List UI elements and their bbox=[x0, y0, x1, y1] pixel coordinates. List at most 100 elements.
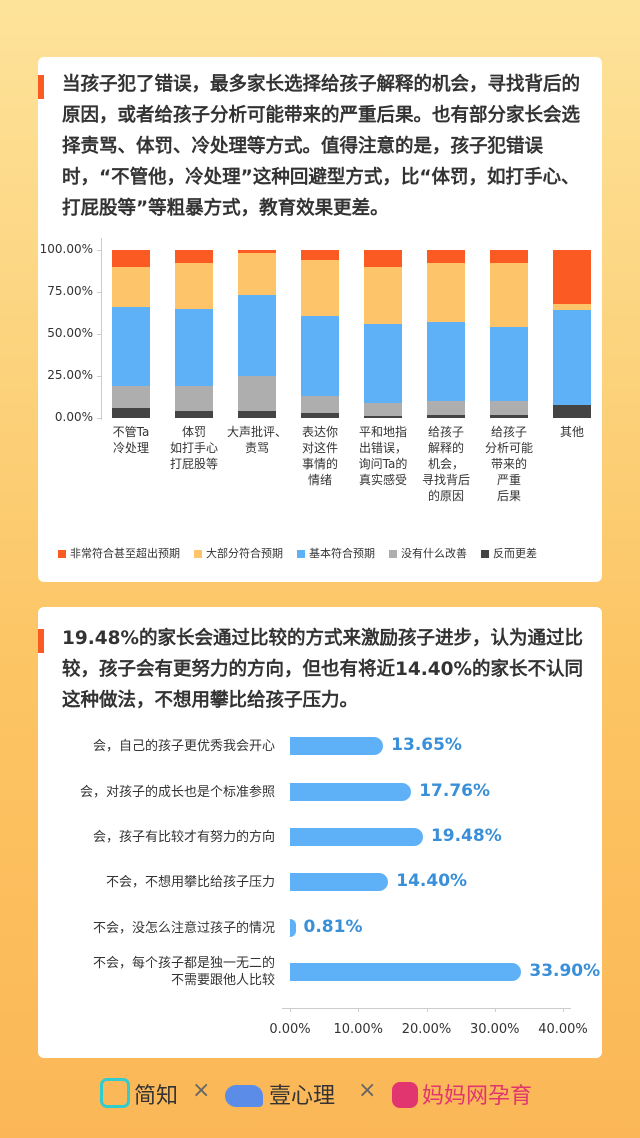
x-tick-label: 30.00% bbox=[469, 1022, 520, 1037]
bar-segment bbox=[490, 414, 528, 418]
bar-segment bbox=[490, 401, 528, 415]
x-tick-label: 10.00% bbox=[333, 1022, 384, 1037]
bar bbox=[290, 919, 296, 937]
bar-segment bbox=[364, 416, 402, 418]
bar-segment bbox=[427, 250, 465, 264]
bar-segment bbox=[112, 386, 150, 408]
bar-segment bbox=[490, 250, 528, 264]
y-tick bbox=[97, 292, 101, 293]
x-tick-label: 其他 bbox=[559, 425, 584, 439]
bar-segment bbox=[112, 266, 150, 308]
x-tick-label: 体罚 如打手心 打屁股等 bbox=[169, 425, 218, 471]
bar bbox=[290, 737, 384, 755]
x-tick-label: 表达你 对这件 事情的 情绪 bbox=[301, 425, 338, 487]
bar-segment bbox=[553, 310, 591, 405]
bar-segment bbox=[490, 263, 528, 328]
bar bbox=[290, 963, 522, 981]
x-tick-label: 大声批评、 责骂 bbox=[226, 425, 287, 455]
category-label: 会，孩子有比较才有努力的方向 bbox=[92, 830, 275, 845]
bar-segment bbox=[112, 250, 150, 267]
x-tick bbox=[494, 1008, 496, 1012]
category-label: 会，对孩子的成长也是个标准参照 bbox=[79, 785, 275, 800]
legend-swatch bbox=[58, 550, 66, 558]
legend-swatch bbox=[481, 550, 489, 558]
y-tick-label: 75.00% bbox=[47, 284, 93, 298]
bar-segment bbox=[427, 401, 465, 415]
value-label: 33.90% bbox=[529, 961, 601, 981]
y-tick bbox=[97, 376, 101, 377]
bar-segment bbox=[112, 407, 150, 418]
brand: 简知 bbox=[134, 1084, 179, 1109]
separator: × bbox=[358, 1078, 377, 1103]
bar-segment bbox=[175, 411, 213, 418]
bar-segment bbox=[301, 260, 339, 316]
x-tick-label: 20.00% bbox=[401, 1022, 452, 1037]
x-tick-label: 给孩子 分析可能 带来的 严重 后果 bbox=[484, 425, 533, 503]
bar-segment bbox=[238, 411, 276, 418]
category-label: 不会，不想用攀比给孩子压力 bbox=[105, 875, 275, 890]
bar-segment bbox=[238, 376, 276, 412]
marker bbox=[38, 75, 44, 99]
brand: 壹心理 bbox=[269, 1084, 336, 1109]
y-tick-label: 25.00% bbox=[47, 368, 93, 382]
legend-label: 基本符合预期 bbox=[309, 547, 375, 560]
bar-segment bbox=[175, 308, 213, 387]
logo-yixinli: 壹心理 bbox=[225, 1078, 335, 1110]
bar-segment bbox=[553, 250, 591, 304]
separator: × bbox=[192, 1078, 211, 1103]
logo-jianzhi: 简知 bbox=[100, 1078, 178, 1110]
value-label: 19.48% bbox=[430, 826, 502, 846]
bar-segment bbox=[427, 322, 465, 402]
y-tick-label: 50.00% bbox=[47, 326, 93, 340]
bar bbox=[290, 828, 423, 846]
brand: 妈妈网孕育 bbox=[422, 1084, 533, 1109]
value-label: 14.40% bbox=[396, 871, 468, 891]
x-tick-label: 40.00% bbox=[538, 1022, 588, 1037]
x-axis bbox=[282, 1008, 571, 1009]
bar-segment bbox=[301, 250, 339, 261]
legend-label: 反而更差 bbox=[493, 547, 537, 560]
bar-segment bbox=[175, 386, 213, 412]
legend-label: 非常符合甚至超出预期 bbox=[70, 547, 180, 560]
bar-segment bbox=[364, 402, 402, 417]
description: 当孩子犯了错误，最多家长选择给孩子解释的机会，寻找背后的原因，或者给孩子分析可能… bbox=[62, 74, 581, 219]
category-label: 不会，每个孩子都是独一无二的 不需要跟他人比较 bbox=[92, 956, 275, 988]
x-tick bbox=[563, 1008, 564, 1012]
bar-segment bbox=[301, 412, 339, 418]
logo-mamawang: 妈妈网孕育 bbox=[392, 1078, 532, 1110]
x-tick bbox=[358, 1008, 360, 1012]
bar-segment bbox=[490, 327, 528, 402]
bar-segment bbox=[301, 396, 339, 413]
bar-segment bbox=[238, 250, 276, 254]
value-label: 0.81% bbox=[303, 917, 363, 937]
bar-segment bbox=[238, 253, 276, 296]
legend-swatch bbox=[389, 550, 397, 558]
bar-segment bbox=[175, 250, 213, 264]
y-tick bbox=[97, 334, 101, 335]
y-axis bbox=[101, 238, 102, 420]
bar-segment bbox=[112, 307, 150, 387]
bar bbox=[290, 873, 389, 891]
bar-segment bbox=[175, 263, 213, 309]
value-label: 13.65% bbox=[391, 735, 462, 755]
value-label: 17.76% bbox=[419, 781, 491, 801]
legend-label: 没有什么改善 bbox=[401, 547, 467, 560]
bar-segment bbox=[427, 414, 465, 418]
x-tick-label: 0.00% bbox=[269, 1022, 311, 1037]
x-tick-label: 给孩子 解释的 机会， 寻找背后 的原因 bbox=[421, 425, 470, 503]
bar-segment bbox=[301, 315, 339, 397]
x-tick bbox=[290, 1008, 291, 1012]
category-label: 不会，没怎么注意过孩子的情况 bbox=[92, 921, 275, 936]
y-tick bbox=[97, 418, 101, 419]
description: 19.48%的家长会通过比较的方式来激励孩子进步，认为通过比较，孩子会有更努力的… bbox=[62, 628, 584, 711]
bar-segment bbox=[427, 263, 465, 323]
y-tick-label: 100.00% bbox=[39, 242, 93, 256]
y-tick bbox=[97, 250, 101, 251]
y-tick-label: 0.00% bbox=[54, 410, 93, 424]
bar-segment bbox=[553, 404, 591, 418]
bar-segment bbox=[364, 250, 402, 267]
legend-swatch bbox=[297, 550, 305, 558]
legend-label: 大部分符合预期 bbox=[206, 547, 283, 560]
marker bbox=[38, 629, 44, 653]
category-label: 会，自己的孩子更优秀我会开心 bbox=[92, 739, 275, 754]
